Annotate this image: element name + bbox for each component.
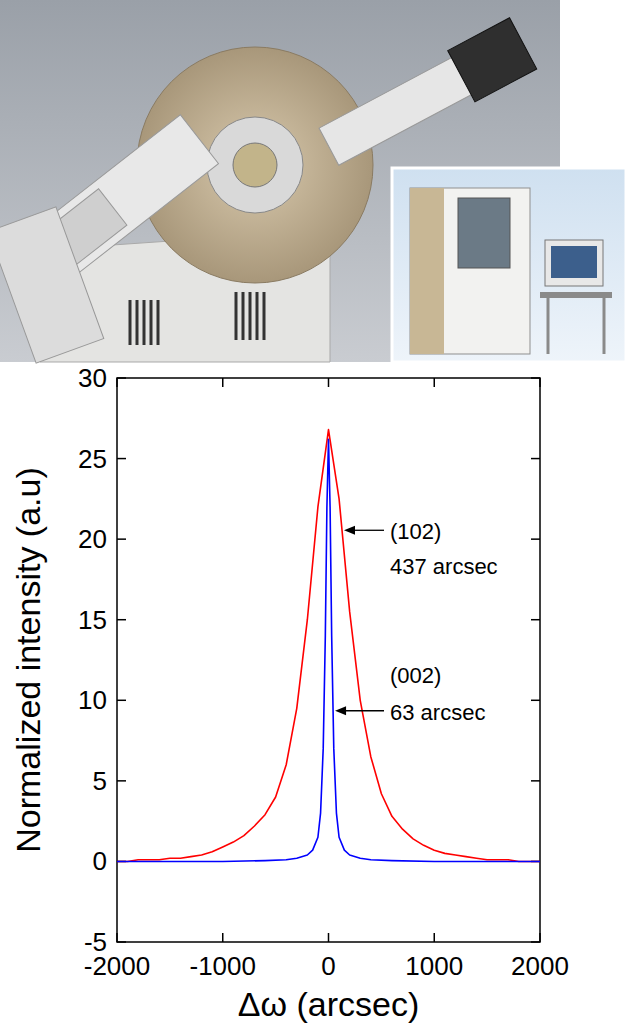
plot-area bbox=[117, 430, 540, 862]
sample-stage bbox=[207, 117, 303, 213]
tube-housing bbox=[0, 207, 104, 363]
y-tick bbox=[117, 619, 126, 621]
inset-cabinet bbox=[410, 188, 530, 354]
x-tick-label: 2000 bbox=[511, 951, 569, 981]
y-tick-label: 5 bbox=[93, 766, 107, 796]
x-tick-top bbox=[222, 378, 224, 387]
y-tick-right bbox=[531, 458, 540, 460]
x-tick bbox=[222, 933, 224, 942]
y-tick-right bbox=[531, 780, 540, 782]
y-tick-right bbox=[531, 700, 540, 702]
inset-screen bbox=[551, 246, 597, 278]
inset-desk bbox=[540, 292, 612, 298]
inset-window bbox=[458, 198, 510, 268]
page: -2000-1000010002000-5051015202530(102)43… bbox=[0, 0, 629, 1027]
instrument-photo bbox=[0, 0, 626, 363]
annotation-name: (102) bbox=[390, 519, 441, 544]
series-line bbox=[117, 430, 540, 862]
annotation-text: 63 arcsec bbox=[390, 700, 485, 725]
vent-slots bbox=[130, 292, 264, 345]
y-tick-label: 20 bbox=[78, 524, 107, 554]
y-tick-label: 25 bbox=[78, 444, 107, 474]
series-line bbox=[117, 439, 540, 861]
x-axis-title: Δω (arcsec) bbox=[238, 985, 420, 1023]
x-tick bbox=[434, 933, 436, 942]
y-tick bbox=[117, 700, 126, 702]
y-axis-title: Normalized intensity (a.u) bbox=[9, 467, 47, 852]
x-tick bbox=[328, 933, 330, 942]
inset-photo bbox=[392, 168, 626, 362]
y-tick-label: 30 bbox=[78, 363, 107, 393]
x-tick-top bbox=[328, 378, 330, 387]
y-tick bbox=[117, 538, 126, 540]
x-tick-label: 1000 bbox=[405, 951, 463, 981]
y-tick bbox=[117, 780, 126, 782]
y-tick-label: 15 bbox=[78, 605, 107, 635]
y-tick-label: 10 bbox=[78, 685, 107, 715]
x-tick-label: 0 bbox=[321, 951, 335, 981]
y-tick-right bbox=[531, 619, 540, 621]
annotation-arrow bbox=[352, 530, 384, 531]
sample-holder bbox=[233, 143, 277, 187]
y-tick-label: -5 bbox=[84, 927, 107, 957]
annotation-arrowhead bbox=[335, 706, 346, 715]
inset-cabinet-side bbox=[410, 188, 444, 354]
annotation-arrow bbox=[343, 710, 384, 711]
y-tick bbox=[117, 458, 126, 460]
inset-monitor bbox=[545, 240, 603, 286]
annotation-text: 437 arcsec bbox=[390, 554, 498, 579]
chart: -2000-1000010002000-5051015202530(102)43… bbox=[9, 363, 569, 1023]
plot-frame bbox=[117, 378, 540, 942]
y-tick-label: 0 bbox=[93, 846, 107, 876]
detector-arm bbox=[315, 18, 536, 172]
annotation-name: (002) bbox=[390, 663, 441, 688]
inset-desk-leg bbox=[547, 298, 550, 354]
inset-desk-leg bbox=[603, 298, 606, 354]
y-tick-right bbox=[531, 538, 540, 540]
x-tick-top bbox=[434, 378, 436, 387]
x-tick-label: -1000 bbox=[190, 951, 257, 981]
annotation-arrowhead bbox=[344, 526, 355, 535]
